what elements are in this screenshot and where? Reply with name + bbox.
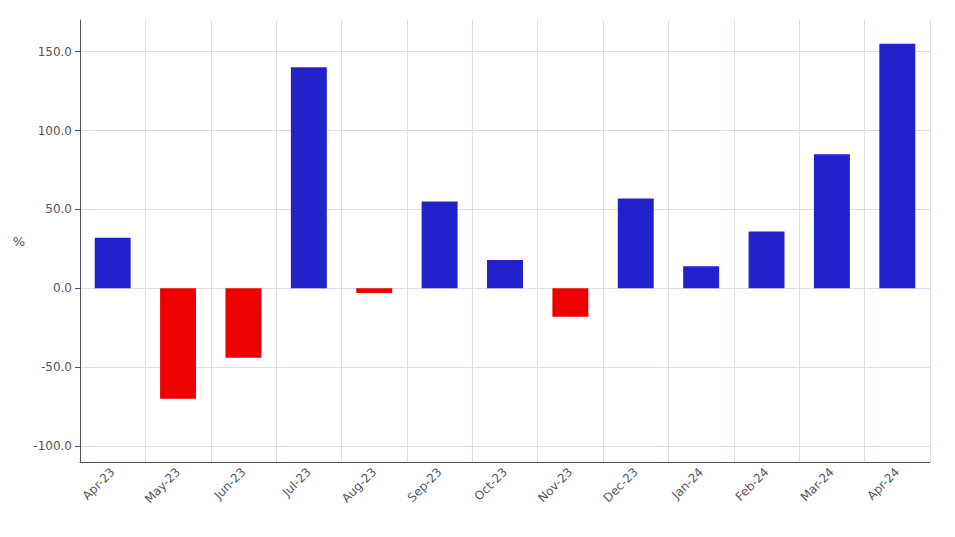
- svg-text:Jun-23: Jun-23: [211, 465, 249, 503]
- svg-text:%: %: [13, 234, 25, 249]
- svg-text:Feb-24: Feb-24: [733, 465, 772, 504]
- svg-text:50.0: 50.0: [45, 202, 72, 216]
- svg-text:0.0: 0.0: [53, 281, 72, 295]
- svg-text:Apr-24: Apr-24: [864, 465, 902, 503]
- svg-text:Dec-23: Dec-23: [601, 465, 641, 505]
- svg-text:Mar-24: Mar-24: [798, 465, 837, 504]
- svg-text:May-23: May-23: [142, 465, 183, 506]
- svg-text:Jul-23: Jul-23: [279, 465, 314, 500]
- svg-text:Apr-23: Apr-23: [80, 465, 118, 503]
- svg-text:100.0: 100.0: [38, 124, 72, 138]
- svg-text:Sep-23: Sep-23: [405, 465, 445, 505]
- svg-text:-50.0: -50.0: [41, 360, 72, 374]
- svg-text:Jan-24: Jan-24: [669, 465, 707, 503]
- svg-text:150.0: 150.0: [38, 45, 72, 59]
- svg-text:Oct-23: Oct-23: [472, 465, 510, 503]
- svg-text:-100.0: -100.0: [33, 439, 72, 453]
- svg-text:Nov-23: Nov-23: [535, 465, 575, 505]
- svg-text:Aug-23: Aug-23: [339, 465, 379, 505]
